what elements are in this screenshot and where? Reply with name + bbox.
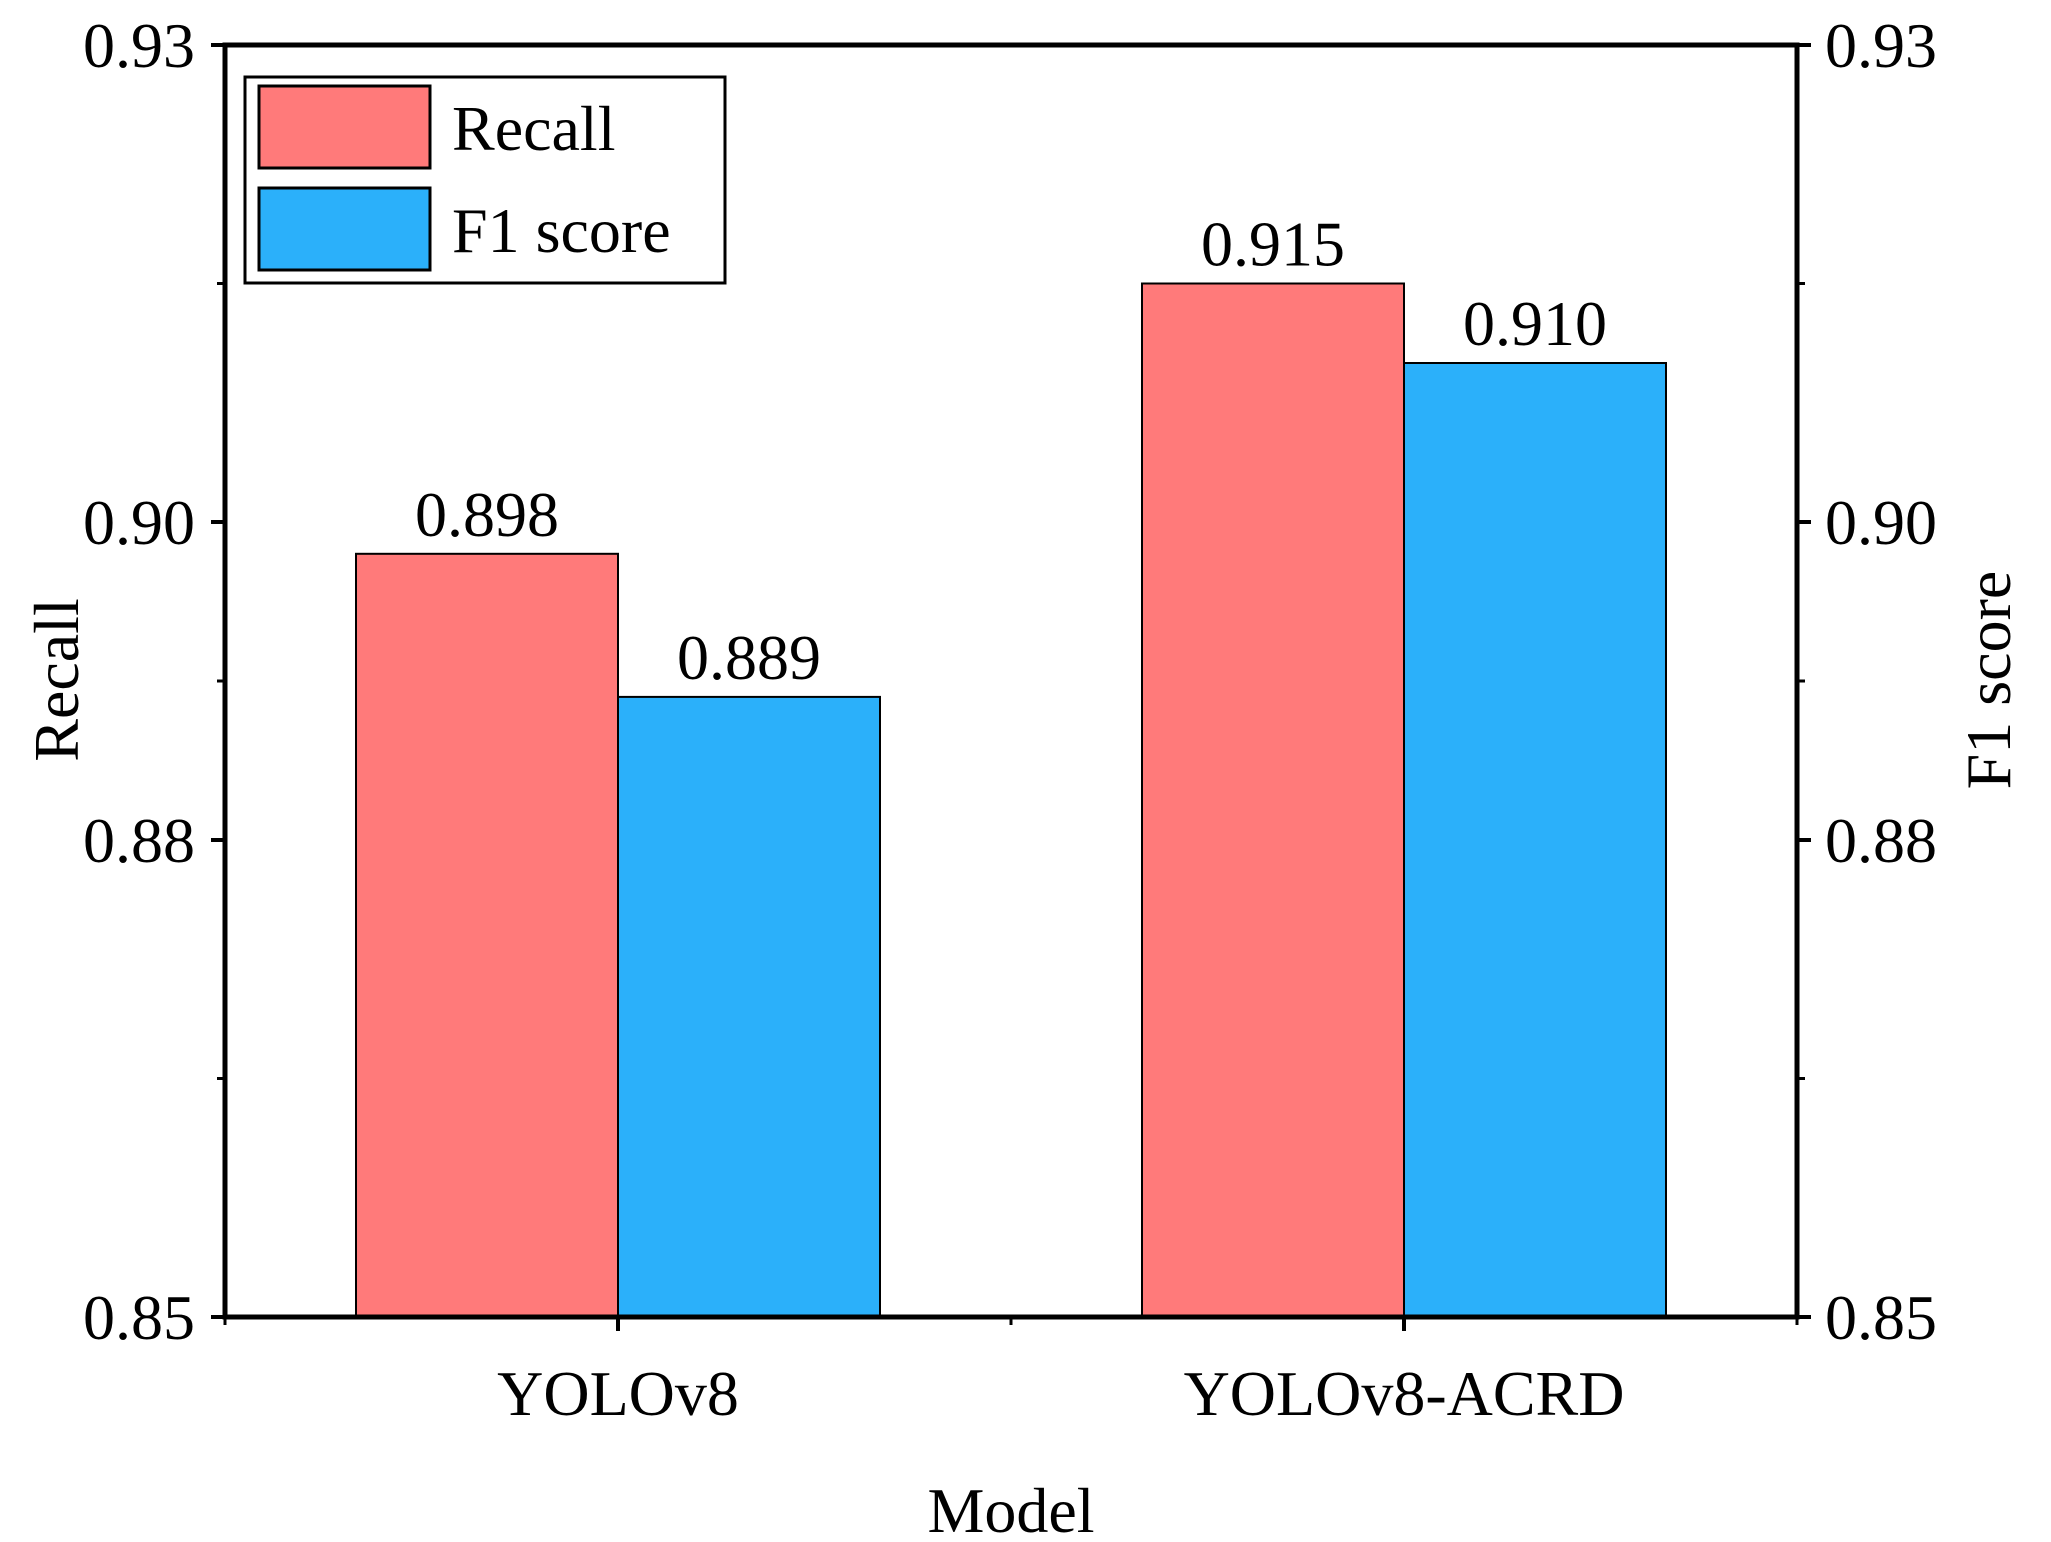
- bar-labels-layer: 0.898 0.889 0.915 0.910: [415, 209, 1607, 693]
- bar-f1-score-yolov8: [617, 695, 881, 1318]
- legend: Recall F1 score: [243, 75, 727, 285]
- y2-tick-label-3: 0.93: [1825, 10, 1937, 81]
- data-label-recall-yolov8-acrd: 0.915: [1201, 209, 1345, 280]
- legend-label-recall: Recall: [452, 93, 615, 164]
- x-tick-label-yolov8-acrd: YOLOv8-ACRD: [1184, 1358, 1625, 1429]
- legend-label-f1-score: F1 score: [452, 195, 671, 266]
- y2-tick-label-2: 0.90: [1825, 487, 1937, 558]
- bars-layer: [355, 282, 1667, 1318]
- y2-tick-label-1: 0.88: [1825, 805, 1937, 876]
- y2-tick-label-0: 0.85: [1825, 1282, 1937, 1353]
- legend-swatch-f1-score: [257, 186, 432, 272]
- bar-recall-yolov8: [355, 552, 619, 1318]
- x-axis-title: Model: [927, 1475, 1094, 1542]
- data-label-f1-score-yolov8-acrd: 0.910: [1463, 288, 1607, 359]
- tick-labels-layer: 0.85 0.85 0.88 0.88 0.90 0.90 0.93 0.93 YOLOv8 YO…: [83, 10, 1937, 1429]
- y-tick-label-0: 0.85: [83, 1282, 195, 1353]
- ticks-layer: [211, 43, 1811, 1331]
- y2-axis-title: F1 score: [1953, 571, 2024, 790]
- y-tick-label-1: 0.88: [83, 805, 195, 876]
- x-tick-label-yolov8: YOLOv8: [497, 1358, 739, 1429]
- bar-f1-score-yolov8-acrd: [1403, 362, 1667, 1318]
- data-label-recall-yolov8: 0.898: [415, 479, 559, 550]
- legend-swatch-recall: [257, 84, 432, 170]
- y-tick-label-3: 0.93: [83, 10, 195, 81]
- y-tick-label-2: 0.90: [83, 487, 195, 558]
- y-axis-title: Recall: [21, 598, 92, 761]
- bar-recall-yolov8-acrd: [1141, 282, 1405, 1318]
- data-label-f1-score-yolov8: 0.889: [677, 622, 821, 693]
